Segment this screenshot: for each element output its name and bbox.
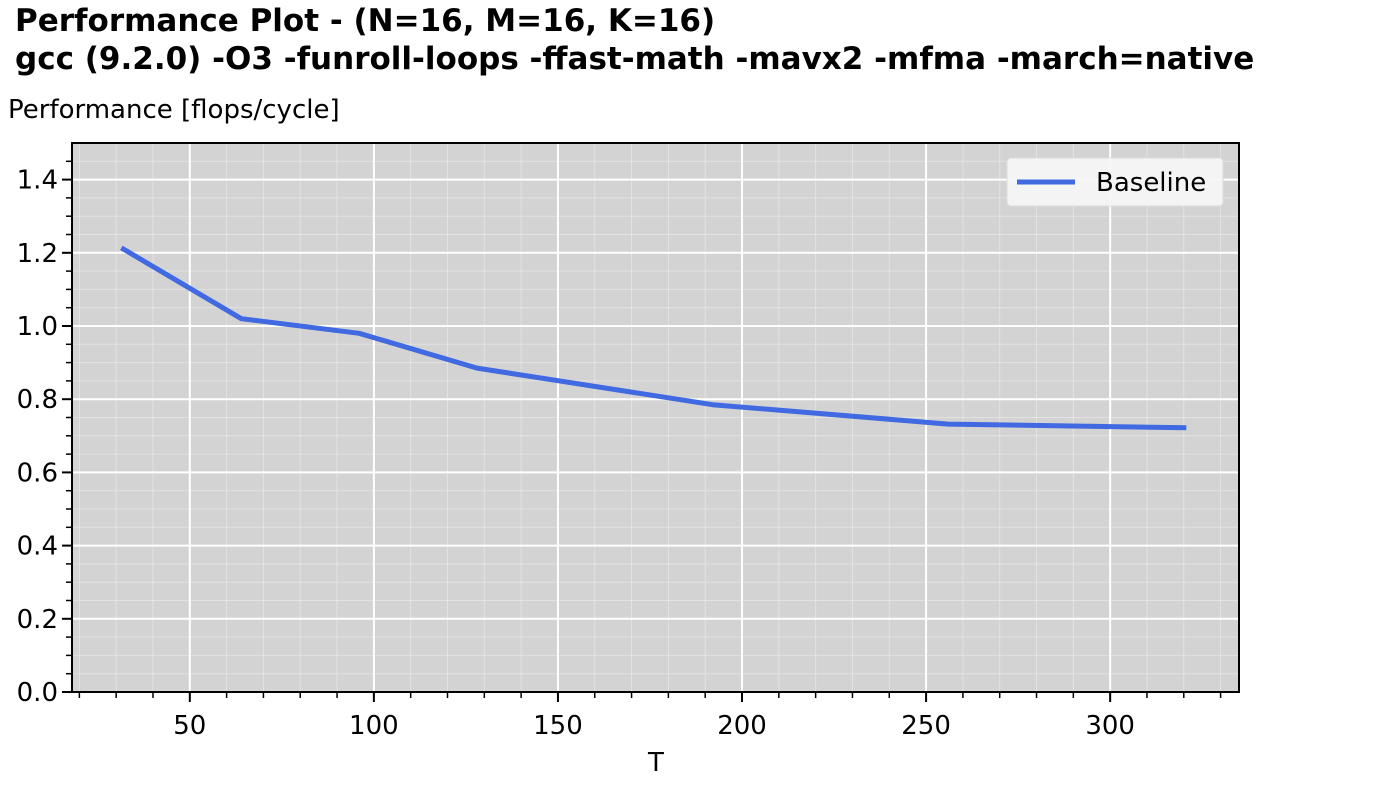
y-tick-label: 0.4 — [17, 532, 58, 562]
y-tick-label: 0.6 — [17, 458, 58, 488]
plot-area — [72, 143, 1239, 692]
y-tick-label: 0.0 — [17, 678, 58, 708]
legend: Baseline — [1006, 157, 1224, 207]
x-tick-label: 250 — [901, 711, 951, 741]
x-tick-label: 200 — [717, 711, 767, 741]
x-tick-label: 150 — [533, 711, 583, 741]
y-axis-label: Performance [flops/cycle] — [8, 95, 340, 125]
y-tick-label: 1.2 — [17, 239, 58, 269]
y-tick-label: 0.2 — [17, 605, 58, 635]
minor-grid — [72, 143, 1239, 692]
legend-label: Baseline — [1096, 168, 1206, 198]
y-tick-label: 1.0 — [17, 312, 58, 342]
x-tick-label: 100 — [349, 711, 399, 741]
tick-labels: 50 100 150 200 250 300 0.0 0.2 0.4 0.6 0.8 1.0 1.2 1.… — [17, 166, 1135, 741]
x-tick-label: 50 — [173, 711, 206, 741]
series-layer — [120, 245, 1187, 431]
chart-title: Performance Plot - (N=16, M=16, K=16) — [15, 3, 716, 39]
x-axis-label: T — [648, 748, 664, 778]
x-tick-label: 300 — [1085, 711, 1135, 741]
y-tick-label: 1.4 — [17, 166, 58, 196]
axis-ticks — [62, 160, 1222, 702]
legend-box — [1006, 157, 1224, 207]
y-tick-label: 0.8 — [17, 385, 58, 415]
chart-subtitle: gcc (9.2.0) -O3 -funroll-loops -ffast-ma… — [15, 41, 1255, 77]
